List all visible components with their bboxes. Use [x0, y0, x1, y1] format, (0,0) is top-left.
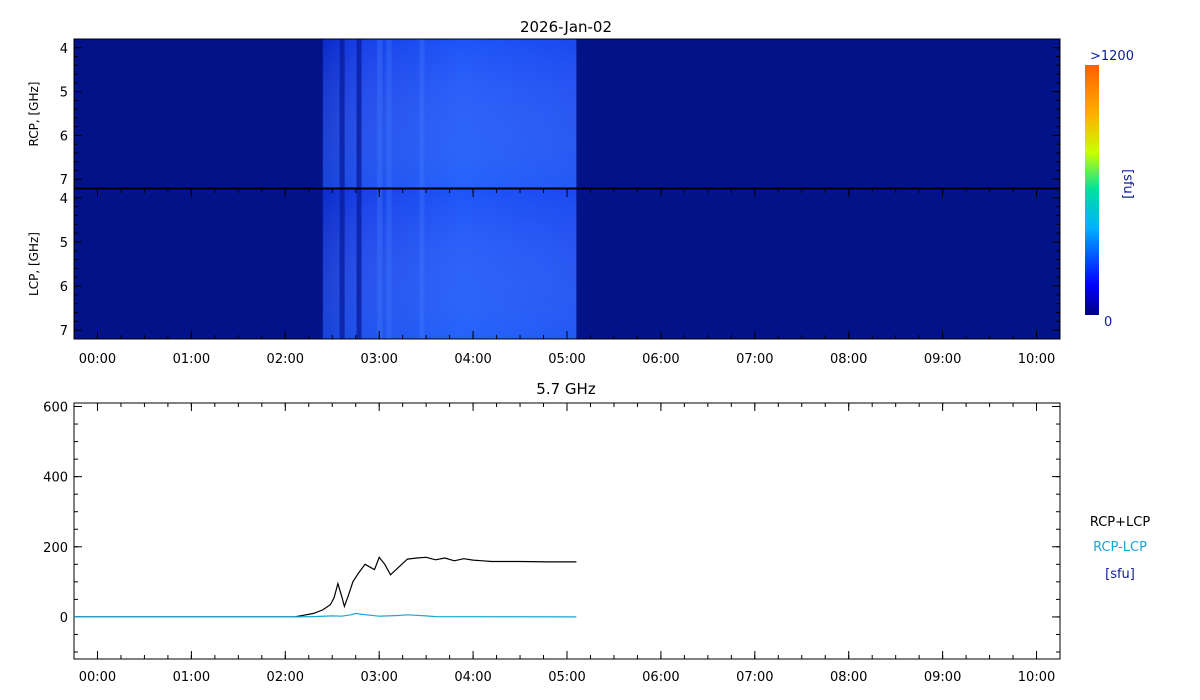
- line-chart-xtick-label: 01:00: [173, 670, 210, 685]
- lcp-burst-shading: [322, 189, 577, 339]
- line-chart-xtick-label: 00:00: [79, 670, 116, 685]
- spectrogram-xaxis: 00:00 01:00 02:00 03:00 04:00 05:00 06:00 07:00…: [73, 189, 1061, 367]
- line-chart-xtick-label: 09:00: [924, 670, 961, 685]
- rcp-spectrogram: 4 5 6 7 RCP, [GHz]: [27, 38, 1061, 189]
- line-chart-xtick-label: 02:00: [267, 670, 304, 685]
- figure-title: 2026-Jan-02: [520, 18, 612, 36]
- line-chart-xtick-label: 03:00: [360, 670, 397, 685]
- rcp-yaxis: 4 5 6 7: [60, 42, 1060, 188]
- rcp-ytick-label: 5: [60, 86, 68, 101]
- line-chart-xtick-label: 05:00: [548, 670, 585, 685]
- lcp-streak: [386, 189, 392, 339]
- spectrogram-xtick-label: 02:00: [267, 352, 304, 367]
- line-chart-ytick-label: 0: [60, 611, 68, 626]
- series-rcp-minus-lcp: [74, 612, 577, 618]
- legend-sum-label: RCP+LCP: [1090, 515, 1151, 530]
- rcp-ylabel: RCP, [GHz]: [27, 82, 41, 147]
- line-chart-title: 5.7 GHz: [536, 380, 596, 398]
- rcp-streak: [377, 39, 383, 188]
- line-chart-frame: [73, 402, 1061, 660]
- colorbar-gradient: [1085, 65, 1099, 315]
- rcp-streak: [419, 39, 425, 188]
- rcp-ytick-label: 6: [60, 129, 68, 144]
- line-chart-xtick-label: 06:00: [642, 670, 679, 685]
- colorbar-unit-label: [sfu]: [1120, 169, 1135, 199]
- rcp-streak: [339, 39, 345, 188]
- colorbar-min-label: 0: [1104, 315, 1112, 330]
- line-chart-ytick-label: 200: [43, 541, 68, 556]
- colorbar-max-label: >1200: [1090, 49, 1134, 64]
- spectrogram-xtick-label: 05:00: [548, 352, 585, 367]
- lcp-streak: [356, 189, 362, 339]
- legend: RCP+LCP RCP-LCP [sfu]: [1090, 515, 1151, 582]
- spectrogram-xtick-label: 10:00: [1018, 352, 1055, 367]
- line-chart-xtick-label: 07:00: [736, 670, 773, 685]
- spectrogram-xtick-label: 08:00: [830, 352, 867, 367]
- spectrogram-xtick-label: 00:00: [79, 352, 116, 367]
- line-chart-xtick-label: 04:00: [454, 670, 491, 685]
- line-chart-ytick-label: 600: [43, 401, 68, 416]
- lcp-streak: [419, 189, 425, 339]
- rcp-streaks: [339, 39, 425, 188]
- legend-unit-label: [sfu]: [1105, 567, 1135, 582]
- lcp-ytick-label: 4: [60, 192, 68, 207]
- rcp-ytick-label: 4: [60, 42, 68, 57]
- spectrogram-xtick-label: 01:00: [173, 352, 210, 367]
- rcp-streak: [356, 39, 362, 188]
- line-chart-yaxis: 0 200 400 600: [43, 401, 1060, 653]
- line-chart-xtick-label: 10:00: [1018, 670, 1055, 685]
- rcp-frame: [73, 38, 1061, 189]
- spectrogram-xtick-label: 06:00: [642, 352, 679, 367]
- lcp-ytick-label: 6: [60, 280, 68, 295]
- rcp-burst-shading: [322, 39, 577, 188]
- lcp-streaks: [339, 189, 425, 339]
- line-chart-ytick-label: 400: [43, 471, 68, 486]
- legend-diff-label: RCP-LCP: [1093, 540, 1147, 555]
- rcp-ytick-label: 7: [60, 173, 68, 188]
- rcp-streak: [386, 39, 392, 188]
- spectrogram-xtick-label: 03:00: [360, 352, 397, 367]
- line-chart-xaxis: 00:00 01:00 02:00 03:00 04:00 05:00 06:00 07:00…: [73, 403, 1061, 685]
- series-rcp-plus-lcp: [74, 556, 577, 618]
- spectrogram-xtick-label: 04:00: [454, 352, 491, 367]
- lcp-streak: [339, 189, 345, 339]
- line-chart-xtick-label: 08:00: [830, 670, 867, 685]
- colorbar: >1200 0 [sfu]: [1085, 49, 1135, 330]
- spectrogram-xtick-label: 09:00: [924, 352, 961, 367]
- lcp-ytick-label: 7: [60, 324, 68, 339]
- lcp-spectrogram: 4 5 6 7 LCP, [GHz] 00:00 01:00 02:00 03:00 04:0…: [27, 188, 1061, 367]
- lcp-ylabel: LCP, [GHz]: [27, 232, 41, 296]
- lcp-streak: [377, 189, 383, 339]
- spectrogram-xtick-label: 07:00: [736, 352, 773, 367]
- lcp-yaxis: 4 5 6 7: [60, 192, 1060, 339]
- lcp-ytick-label: 5: [60, 236, 68, 251]
